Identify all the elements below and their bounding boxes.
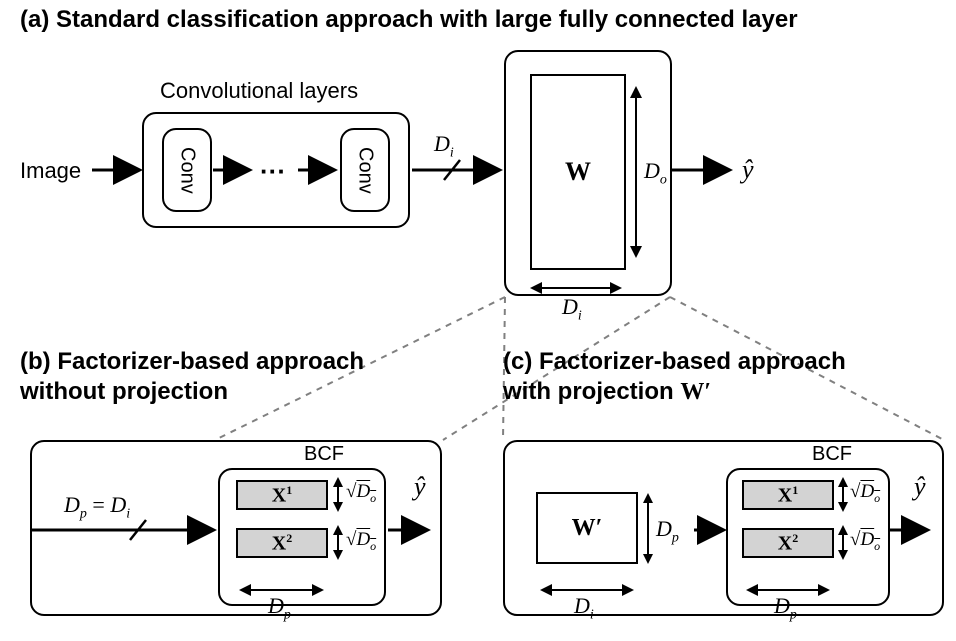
bcf-label-c: BCF: [812, 443, 852, 466]
x2-text-b: X2: [272, 531, 292, 556]
yhat-b: ŷ: [414, 472, 426, 502]
x2-text-c: X2: [778, 531, 798, 556]
wprime-box: W′: [536, 492, 638, 564]
x2-box-c: X2: [742, 528, 834, 558]
wprime-label: W′: [572, 515, 603, 542]
conv-box-2-label: Conv: [354, 147, 377, 194]
di-label: Di: [434, 131, 454, 161]
sqrt-do-2-b: √Do: [346, 529, 376, 554]
x1-box-c: X1: [742, 480, 834, 510]
w-matrix-box: W: [530, 74, 626, 270]
panel-c-title-l1: (c) Factorizer-based approach: [503, 348, 846, 376]
dp-bottom-c: Dp: [774, 593, 797, 623]
di-bottom-c: Di: [574, 593, 594, 623]
w-label: W: [565, 157, 591, 187]
dp-side-c: Dp: [656, 516, 679, 546]
x1-text-c: X1: [778, 483, 798, 508]
sqrt-do-1-b: √Do: [346, 481, 376, 506]
dp-bottom-b: Dp: [268, 593, 291, 623]
panel-c-title-l2: with projection W′: [503, 378, 711, 406]
panel-b-title-l1: (b) Factorizer-based approach: [20, 348, 364, 376]
sqrt-do-2-c: √Do: [850, 529, 880, 554]
bcf-label-b: BCF: [304, 443, 344, 466]
conv-ellipsis: ···: [260, 156, 286, 187]
sqrt-do-1-c: √Do: [850, 481, 880, 506]
conv-box-2: Conv: [340, 128, 390, 212]
x1-box-b: X1: [236, 480, 328, 510]
conv-layers-label: Convolutional layers: [160, 78, 358, 104]
yhat-c: ŷ: [914, 472, 926, 502]
do-label: Do: [644, 158, 667, 188]
conv-box-1-label: Conv: [176, 147, 199, 194]
x2-box-b: X2: [236, 528, 328, 558]
panel-b-title-l2: without projection: [20, 378, 228, 406]
conv-box-1: Conv: [162, 128, 212, 212]
dp-eq-di-label: Dp = Di: [64, 492, 130, 522]
yhat-a: ŷ: [742, 155, 754, 185]
x1-text-b: X1: [272, 483, 292, 508]
di-bottom-label: Di: [562, 294, 582, 324]
diagram-root: (a) Standard classification approach wit…: [0, 0, 956, 641]
